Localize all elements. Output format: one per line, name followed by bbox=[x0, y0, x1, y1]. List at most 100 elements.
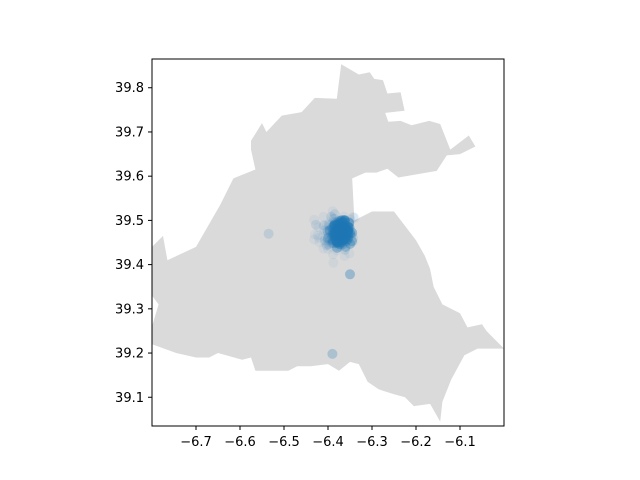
data-point bbox=[340, 241, 351, 252]
data-point-cluster-1 bbox=[322, 225, 333, 236]
data-point-cluster-0 bbox=[328, 249, 338, 260]
data-point-cluster-2 bbox=[343, 228, 354, 239]
data-point-cluster-0 bbox=[337, 231, 348, 242]
data-point-cluster-2 bbox=[332, 231, 343, 241]
data-point-cluster-2 bbox=[336, 226, 347, 237]
data-point-cluster-0 bbox=[318, 211, 329, 222]
data-point-cluster-0 bbox=[347, 237, 358, 248]
data-point-cluster-2 bbox=[334, 230, 345, 241]
data-point-cluster-2 bbox=[335, 222, 346, 233]
data-point-cluster-1 bbox=[326, 230, 337, 240]
points-layer bbox=[263, 206, 360, 359]
data-point-cluster-0 bbox=[324, 221, 335, 232]
data-point-cluster-1 bbox=[339, 218, 350, 229]
data-point-cluster-2 bbox=[334, 218, 345, 229]
data-point-cluster-0 bbox=[341, 231, 352, 242]
data-point-cluster-1 bbox=[335, 224, 346, 235]
data-point-cluster-0 bbox=[322, 235, 333, 246]
x-tick-label: −6.7 bbox=[180, 435, 212, 450]
data-point-cluster-0 bbox=[309, 229, 320, 240]
data-point-cluster-1 bbox=[333, 215, 344, 226]
data-point-cluster-1 bbox=[335, 225, 345, 236]
data-point-cluster-2 bbox=[332, 236, 343, 247]
data-point-cluster-2 bbox=[339, 224, 350, 235]
data-point-cluster-2 bbox=[338, 225, 348, 236]
data-point-cluster-0 bbox=[317, 231, 328, 242]
data-point-cluster-2 bbox=[334, 219, 345, 230]
data-point-cluster-2 bbox=[343, 225, 354, 236]
data-point-cluster-2 bbox=[335, 219, 346, 230]
data-point-cluster-2 bbox=[337, 222, 348, 233]
data-point-cluster-1 bbox=[336, 237, 347, 248]
data-point-cluster-1 bbox=[346, 230, 357, 241]
data-point-cluster-2 bbox=[335, 218, 346, 229]
data-point-cluster-0 bbox=[342, 222, 353, 233]
data-point-cluster-2 bbox=[336, 226, 347, 237]
data-point-cluster-1 bbox=[327, 222, 338, 233]
data-point-cluster-1 bbox=[332, 238, 343, 249]
data-point-cluster-2 bbox=[332, 226, 342, 237]
data-point-cluster-2 bbox=[335, 230, 346, 241]
data-point-cluster-1 bbox=[341, 233, 352, 244]
data-point-cluster-1 bbox=[341, 227, 352, 238]
data-point-cluster-1 bbox=[337, 235, 347, 246]
data-point-cluster-2 bbox=[337, 225, 347, 236]
data-point-cluster-2 bbox=[347, 236, 357, 247]
data-point bbox=[327, 348, 338, 359]
data-point-cluster-1 bbox=[345, 226, 356, 237]
data-point-cluster-2 bbox=[332, 219, 343, 230]
data-point-cluster-2 bbox=[337, 222, 348, 233]
data-point-cluster-2 bbox=[339, 229, 350, 240]
data-point-cluster-1 bbox=[334, 225, 345, 235]
data-point-cluster-2 bbox=[332, 228, 343, 239]
data-point-cluster-1 bbox=[333, 221, 344, 232]
data-point-cluster-1 bbox=[333, 224, 344, 235]
data-point-cluster-2 bbox=[340, 227, 351, 238]
data-point-cluster-1 bbox=[335, 227, 346, 238]
data-point-cluster-0 bbox=[336, 225, 347, 236]
data-point-cluster-1 bbox=[342, 235, 353, 246]
data-point-cluster-2 bbox=[336, 237, 347, 248]
data-point-cluster-2 bbox=[334, 228, 345, 239]
data-point-cluster-1 bbox=[331, 237, 342, 248]
data-point-cluster-0 bbox=[338, 226, 349, 236]
data-point-cluster-0 bbox=[309, 234, 320, 245]
data-point-cluster-1 bbox=[334, 217, 345, 228]
data-point-cluster-0 bbox=[339, 211, 349, 222]
data-point-cluster-2 bbox=[339, 215, 350, 226]
data-point-cluster-2 bbox=[335, 232, 346, 243]
data-point-cluster-2 bbox=[335, 228, 346, 239]
data-point-cluster-2 bbox=[334, 223, 345, 234]
data-point-cluster-0 bbox=[336, 221, 346, 232]
data-point-cluster-2 bbox=[334, 223, 345, 234]
data-point-cluster-2 bbox=[344, 218, 355, 228]
data-point-cluster-1 bbox=[329, 220, 339, 231]
data-point-cluster-2 bbox=[336, 221, 347, 232]
data-point-cluster-1 bbox=[336, 230, 347, 240]
region-shape bbox=[152, 64, 504, 422]
data-point-cluster-2 bbox=[338, 230, 349, 241]
data-point-cluster-1 bbox=[326, 211, 337, 222]
data-point-cluster-0 bbox=[334, 239, 345, 250]
data-point-cluster-2 bbox=[338, 223, 349, 234]
data-point-cluster-0 bbox=[313, 232, 324, 243]
data-point-cluster-1 bbox=[336, 220, 347, 231]
data-point-cluster-0 bbox=[323, 244, 334, 255]
data-point-cluster-1 bbox=[334, 237, 345, 248]
data-point-cluster-1 bbox=[339, 224, 349, 235]
data-point-cluster-2 bbox=[339, 215, 350, 226]
data-point-cluster-2 bbox=[337, 228, 348, 239]
x-tick-label: −6.3 bbox=[356, 435, 388, 450]
data-point-cluster-2 bbox=[333, 223, 344, 234]
data-point-cluster-2 bbox=[333, 224, 344, 235]
data-point-cluster-2 bbox=[334, 231, 345, 242]
data-point-cluster-1 bbox=[338, 237, 349, 248]
data-point-cluster-2 bbox=[337, 230, 348, 241]
data-point-cluster-1 bbox=[327, 222, 338, 233]
data-point-cluster-1 bbox=[348, 233, 358, 243]
data-point-cluster-2 bbox=[338, 226, 348, 237]
data-point-cluster-1 bbox=[330, 226, 341, 237]
x-axis: −6.7 −6.6 −6.5 −6.4 −6.3 −6.2 −6.1 bbox=[180, 426, 476, 450]
data-point-cluster-1 bbox=[338, 231, 349, 242]
data-point-cluster-1 bbox=[327, 230, 337, 241]
